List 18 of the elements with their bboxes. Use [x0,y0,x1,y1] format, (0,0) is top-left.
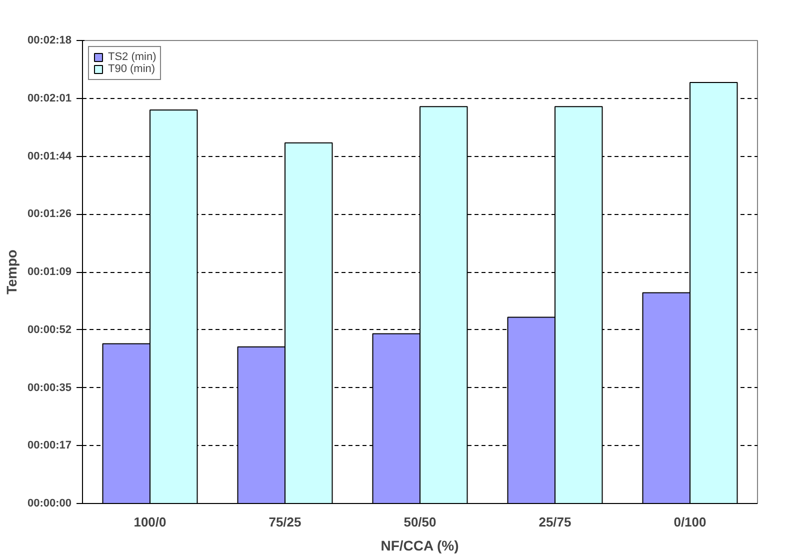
y-tick-label: 00:00:17 [27,440,72,452]
x-axis-title: NF/CCA (%) [380,538,459,554]
x-tick-label: 100/0 [134,514,166,530]
y-tick-label: 00:00:52 [27,324,72,336]
y-tick-label: 00:01:44 [27,150,72,162]
y-tick-label: 00:01:26 [27,208,72,220]
y-axis-title: Tempo [3,250,20,294]
y-tick-label: 00:00:35 [27,382,72,394]
x-tick-label: 75/25 [268,514,302,530]
x-tick-label: 0/100 [674,514,706,530]
y-tick-label: 00:02:01 [27,92,72,104]
y-tick-label: 00:02:18 [27,34,72,46]
y-tick-label: 00:01:09 [27,266,72,278]
legend-label: T90 (min) [108,63,156,75]
legend-label: TS2 (min) [108,51,156,63]
y-tick-label: 00:00:00 [27,498,72,510]
x-tick-label: 50/50 [404,514,436,530]
x-tick-label: 25/75 [538,514,572,530]
